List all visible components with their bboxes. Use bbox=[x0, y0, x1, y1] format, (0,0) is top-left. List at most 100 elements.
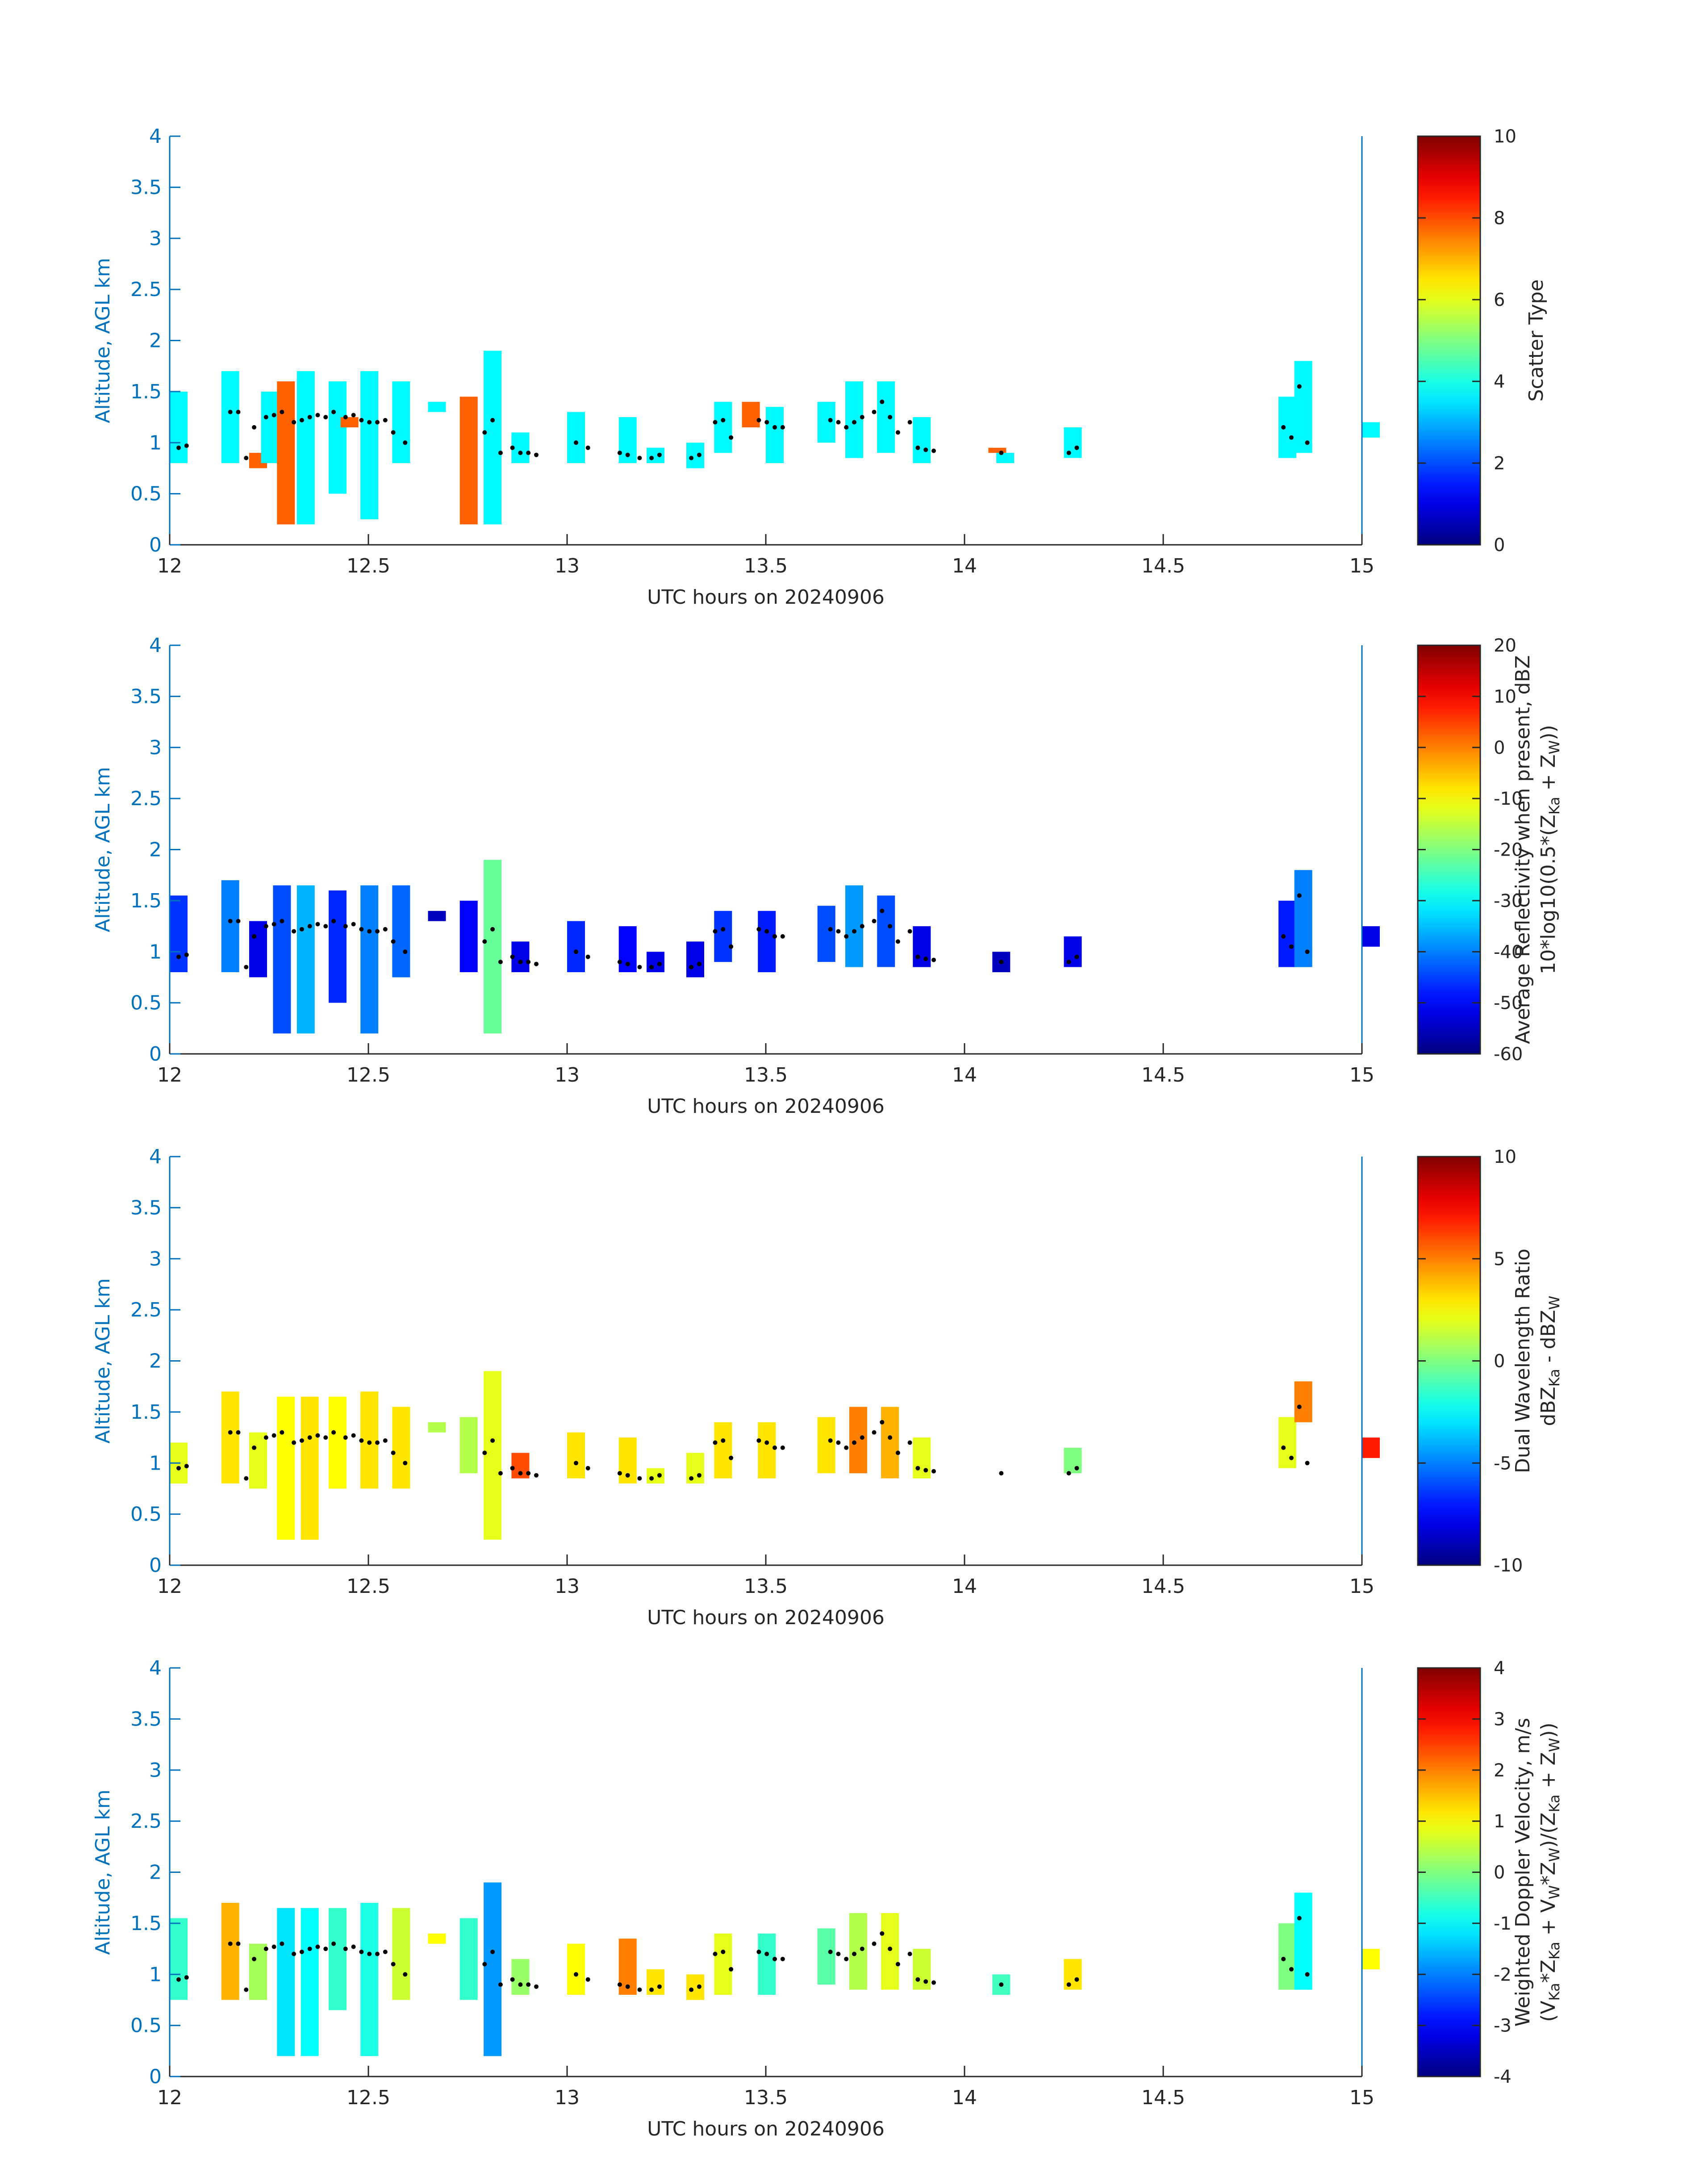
y-axis-label: Altitude, AGL km bbox=[92, 1278, 114, 1443]
overlay-marker bbox=[263, 1947, 268, 1951]
overlay-marker bbox=[756, 927, 761, 932]
overlay-marker bbox=[852, 929, 856, 934]
label-subscript: Ka bbox=[1546, 1983, 1563, 2001]
overlay-marker bbox=[271, 1433, 276, 1438]
overlay-marker bbox=[907, 1951, 912, 1956]
colorbar-label: Average Reflectivity when present, dBZ 10… bbox=[1512, 655, 1563, 1044]
heatmap-cell bbox=[647, 1969, 664, 1995]
heatmap-cell bbox=[428, 1422, 446, 1433]
heatmap-cell bbox=[1278, 397, 1297, 458]
overlay-marker bbox=[773, 1445, 777, 1450]
overlay-marker bbox=[697, 1984, 702, 1989]
x-tick-label: 15 bbox=[1349, 1064, 1374, 1086]
overlay-marker bbox=[252, 1956, 257, 1961]
heatmap-cell bbox=[459, 397, 478, 525]
overlay-marker bbox=[931, 1980, 936, 1985]
colorbar-tick-label: 1 bbox=[1494, 1811, 1505, 1832]
heatmap-cell bbox=[221, 880, 239, 972]
overlay-marker bbox=[888, 1947, 893, 1951]
y-tick-label: 1.5 bbox=[130, 380, 162, 403]
heatmap-cell bbox=[459, 900, 478, 972]
overlay-marker bbox=[923, 447, 928, 452]
overlay-marker bbox=[534, 1473, 539, 1478]
overlay-marker bbox=[510, 445, 515, 450]
overlay-marker bbox=[999, 1982, 1004, 1987]
overlay-marker bbox=[375, 1951, 380, 1956]
overlay-marker bbox=[999, 1471, 1004, 1476]
overlay-marker bbox=[391, 939, 396, 944]
heatmap-cell bbox=[913, 1949, 931, 1990]
x-tick-label: 13 bbox=[555, 555, 580, 577]
overlay-marker bbox=[518, 960, 523, 965]
heatmap-cell bbox=[714, 911, 732, 962]
label-segment: 10*log10(0.5*(Z bbox=[1537, 815, 1560, 974]
overlay-marker bbox=[184, 1975, 189, 1980]
y-tick-label: 0.5 bbox=[130, 992, 162, 1015]
overlay-marker bbox=[498, 451, 503, 455]
overlay-marker bbox=[844, 425, 849, 430]
overlay-marker bbox=[836, 1440, 841, 1445]
overlay-marker bbox=[649, 1476, 654, 1481]
overlay-marker bbox=[391, 1962, 396, 1967]
overlay-marker bbox=[244, 1987, 249, 1992]
x-tick-label: 13.5 bbox=[744, 2086, 788, 2109]
overlay-marker bbox=[649, 965, 654, 969]
overlay-marker bbox=[280, 1941, 284, 1946]
overlay-marker bbox=[860, 924, 864, 929]
overlay-marker bbox=[780, 1956, 785, 1961]
heatmap-cell bbox=[913, 1437, 931, 1479]
overlay-marker bbox=[756, 1438, 761, 1443]
heatmap-cell bbox=[567, 412, 585, 463]
overlay-marker bbox=[756, 1949, 761, 1954]
colorbar-tick-label: -40 bbox=[1494, 942, 1523, 962]
heatmap-cell bbox=[758, 1933, 776, 1995]
overlay-marker bbox=[764, 1951, 769, 1956]
overlay-marker bbox=[323, 924, 328, 929]
x-tick-label: 13.5 bbox=[744, 1575, 788, 1598]
heatmap-cell bbox=[849, 1407, 867, 1474]
heatmap-cell bbox=[714, 1422, 732, 1479]
overlay-marker bbox=[852, 1951, 856, 1956]
heatmap-cell bbox=[360, 371, 379, 519]
label-segment: )/(Z bbox=[1537, 1812, 1560, 1847]
x-tick-label: 14 bbox=[952, 2086, 977, 2109]
y-axis-label: Altitude, AGL km bbox=[92, 1789, 114, 1955]
overlay-marker bbox=[299, 418, 304, 422]
x-tick-label: 14.5 bbox=[1141, 1064, 1185, 1086]
overlay-marker bbox=[617, 451, 622, 455]
heatmap-cell bbox=[392, 381, 410, 463]
overlay-marker bbox=[895, 1962, 900, 1967]
heatmap-cell bbox=[1294, 870, 1312, 967]
y-tick-label: 1.5 bbox=[130, 890, 162, 912]
overlay-marker bbox=[359, 1949, 364, 1954]
x-tick-label: 12.5 bbox=[347, 555, 390, 577]
heatmap-cell bbox=[329, 381, 347, 494]
heatmap-cell bbox=[484, 351, 502, 525]
overlay-marker bbox=[780, 1445, 785, 1450]
overlay-marker bbox=[721, 418, 726, 422]
x-tick-label: 13 bbox=[555, 1064, 580, 1086]
heatmap-cell bbox=[1278, 1923, 1297, 1990]
overlay-marker bbox=[697, 1473, 702, 1478]
colorbar bbox=[1417, 1667, 1481, 2077]
label-subscript: Ka bbox=[1546, 1794, 1563, 1812]
overlay-marker bbox=[836, 929, 841, 934]
heatmap-cell bbox=[392, 1908, 410, 2000]
overlay-marker bbox=[510, 1977, 515, 1982]
overlay-marker bbox=[1305, 1461, 1310, 1466]
y-tick-label: 1.5 bbox=[130, 1912, 162, 1935]
overlay-marker bbox=[1066, 1471, 1071, 1476]
heatmap-cell bbox=[301, 1908, 319, 2056]
overlay-marker bbox=[617, 1982, 622, 1987]
heatmap-cell bbox=[1294, 1893, 1312, 1990]
y-axis-label: Altitude, AGL km bbox=[92, 258, 114, 423]
heatmap-cell bbox=[647, 952, 664, 973]
heatmap-cell bbox=[170, 391, 188, 463]
overlay-marker bbox=[307, 1435, 312, 1440]
overlay-marker bbox=[367, 929, 372, 934]
overlay-marker bbox=[228, 919, 233, 923]
colorbar-tick-label: 4 bbox=[1494, 372, 1505, 392]
overlay-marker bbox=[880, 908, 885, 913]
overlay-marker bbox=[176, 445, 181, 450]
colorbar-label: Weighted Doppler Velocity, m/s (VKa*ZKa +… bbox=[1512, 1718, 1563, 2027]
